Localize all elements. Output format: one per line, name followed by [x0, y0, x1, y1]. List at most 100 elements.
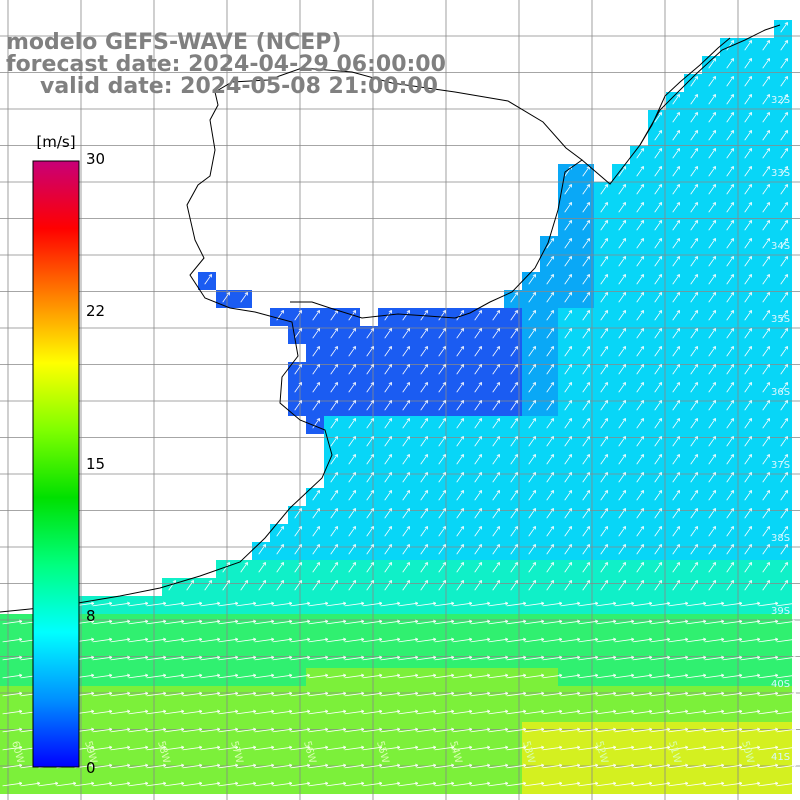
latitude-label: 34S [771, 241, 790, 252]
wind-arrow [740, 691, 761, 697]
wind-arrow [654, 364, 662, 375]
wind-arrow [564, 238, 572, 249]
wind-arrow [672, 508, 680, 519]
wind-arrow [434, 763, 455, 769]
wind-arrow [722, 655, 743, 661]
wind-arrow [762, 238, 770, 249]
wind-arrow [758, 709, 779, 715]
wind-arrow [366, 544, 374, 555]
wind-arrow [636, 400, 644, 411]
wind-arrow [740, 781, 761, 787]
wind-arrow [776, 781, 797, 787]
wind-arrow [272, 781, 293, 787]
wind-arrow [672, 364, 680, 375]
wind-arrow [762, 544, 770, 555]
wind-arrow [762, 76, 770, 87]
wind-arrow [578, 709, 599, 715]
wind-arrow [456, 580, 464, 591]
wind-arrow [510, 328, 518, 339]
wind-arrow [672, 256, 680, 267]
wind-arrow [776, 763, 797, 769]
wind-arrow [308, 637, 329, 643]
wind-arrow [510, 508, 518, 519]
wind-arrow [744, 562, 752, 573]
wind-arrow [582, 184, 590, 195]
wind-arrow [330, 364, 338, 375]
wind-arrow [618, 580, 626, 591]
wind-arrow [456, 472, 464, 483]
wind-arrow [474, 418, 482, 429]
wind-arrow [654, 472, 662, 483]
wind-arrow [312, 580, 320, 591]
wind-arrow [330, 346, 338, 357]
wind-arrow [618, 328, 626, 339]
wind-arrow [380, 655, 401, 661]
wind-arrow [470, 637, 491, 643]
wind-arrow [722, 763, 743, 769]
wind-arrow [330, 436, 338, 447]
wind-arrow [546, 472, 554, 483]
wind-arrow [708, 310, 716, 321]
wind-arrow [596, 709, 617, 715]
wind-arrow [560, 655, 581, 661]
wind-arrow [74, 781, 95, 787]
wind-arrow [2, 637, 23, 643]
wind-arrow [272, 637, 293, 643]
wind-arrow [110, 619, 131, 625]
wind-arrow [348, 328, 356, 339]
wind-arrow [740, 709, 761, 715]
wind-arrow [110, 637, 131, 643]
wind-arrow [452, 655, 473, 661]
wind-arrow [618, 526, 626, 537]
wind-arrow [672, 418, 680, 429]
wind-arrow [146, 727, 167, 733]
wind-arrow [564, 526, 572, 537]
wind-arrow [708, 112, 716, 123]
wind-arrow [690, 130, 698, 141]
wind-arrow [276, 544, 284, 555]
wind-arrow [654, 508, 662, 519]
wind-arrow [654, 328, 662, 339]
wind-arrow [384, 490, 392, 501]
wind-arrow [690, 400, 698, 411]
wind-arrow [708, 202, 716, 213]
wind-arrow [762, 310, 770, 321]
wind-arrow [510, 490, 518, 501]
wind-arrow [2, 655, 23, 661]
wind-arrow [416, 601, 437, 607]
wind-arrow [636, 364, 644, 375]
wind-arrow [506, 727, 527, 733]
wind-arrow [726, 202, 734, 213]
wind-arrow [758, 763, 779, 769]
wind-arrow [614, 691, 635, 697]
wind-arrow [200, 655, 221, 661]
wind-arrow [704, 763, 725, 769]
wind-arrow [668, 727, 689, 733]
wind-arrow [686, 637, 707, 643]
wind-arrow [708, 220, 716, 231]
wind-arrow [744, 400, 752, 411]
wind-arrow [740, 763, 761, 769]
wind-arrow [474, 346, 482, 357]
wind-arrow [636, 292, 644, 303]
colorbar-tick-15: 15 [86, 455, 105, 473]
wind-arrow [726, 238, 734, 249]
wind-arrow [582, 292, 590, 303]
wind-arrow [618, 256, 626, 267]
wind-arrow [510, 562, 518, 573]
wind-arrow [564, 364, 572, 375]
wind-arrow [740, 745, 761, 751]
wind-arrow [564, 184, 572, 195]
wind-arrow [582, 310, 590, 321]
wind-arrow [542, 655, 563, 661]
wind-arrow [366, 328, 374, 339]
wind-arrow [780, 148, 788, 159]
wind-arrow [672, 94, 680, 105]
wind-arrow [708, 274, 716, 285]
wind-arrow [654, 418, 662, 429]
wind-arrow [582, 580, 590, 591]
wind-arrow [704, 637, 725, 643]
wind-arrow [236, 781, 257, 787]
wind-arrow [218, 691, 239, 697]
wind-arrow [650, 781, 671, 787]
